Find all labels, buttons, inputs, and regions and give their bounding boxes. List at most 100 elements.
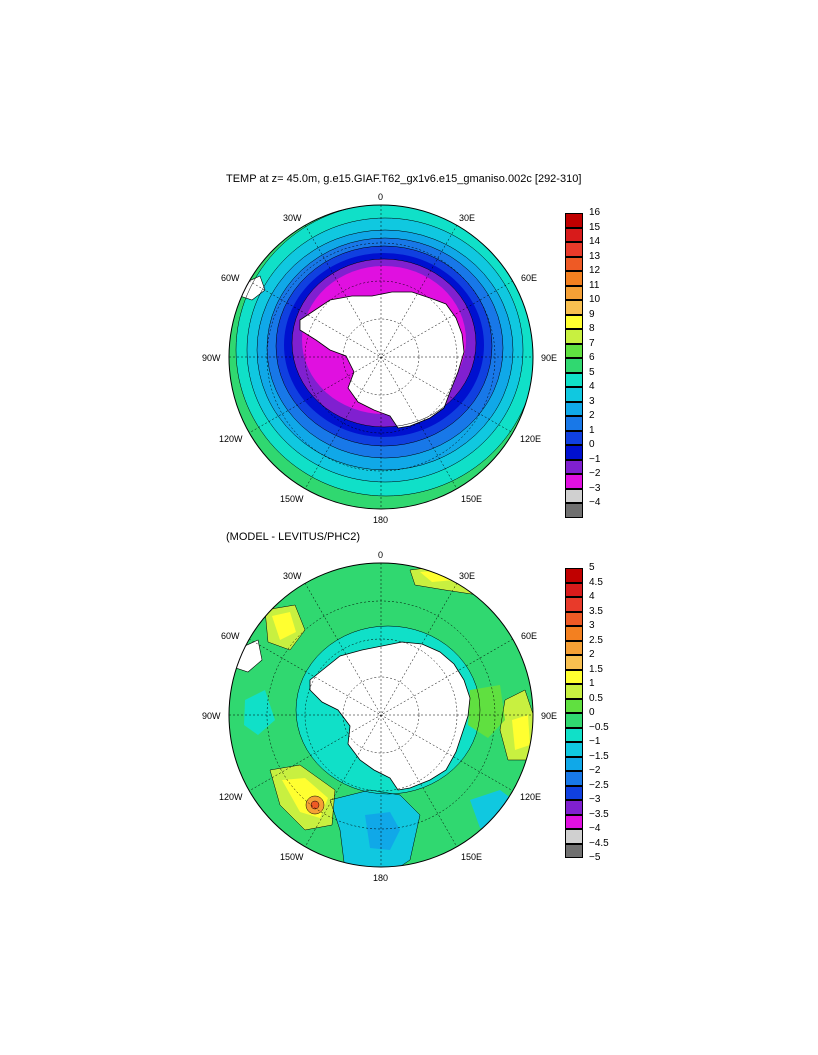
lon-label-180: 180 <box>373 515 389 525</box>
colorbar-tick-label: 4 <box>589 591 595 602</box>
colorbar-tick-label: 3 <box>589 620 595 631</box>
colorbar-tick-label: −3 <box>589 482 601 494</box>
colorbar-swatch <box>565 785 583 800</box>
colorbar-tick-label: −3.5 <box>589 808 609 820</box>
colorbar-swatch <box>565 242 583 257</box>
colorbar-tick-label: −4 <box>589 497 601 508</box>
graticule-bottom <box>229 563 533 867</box>
colorbar-tick-label: 13 <box>589 250 601 262</box>
colorbar-swatch <box>565 213 583 228</box>
colorbar-swatch <box>565 626 583 641</box>
lon-label-0-b: 0 <box>378 550 384 560</box>
colorbar-tick-label: −2.5 <box>589 779 609 791</box>
lon-label-30e: 30E <box>459 213 476 223</box>
colorbar-tick-label: 6 <box>589 352 595 363</box>
colorbar-tick-label: 10 <box>589 294 601 305</box>
colorbar-swatch <box>565 387 583 402</box>
colorbar-swatch <box>565 445 583 460</box>
lon-label-60e: 60E <box>521 273 538 283</box>
lon-label-90e-b: 90E <box>541 711 558 721</box>
map-border <box>228 204 534 510</box>
colorbar-swatch <box>565 582 583 597</box>
colorbar-tick-label: −1 <box>589 453 601 465</box>
lon-label-0: 0 <box>378 192 384 202</box>
colorbar-tick-label: −3 <box>589 794 601 805</box>
colorbar-swatch <box>565 314 583 329</box>
colorbar-tick-label: −1 <box>589 736 601 747</box>
colorbar-tick-label: 16 <box>589 207 601 218</box>
colorbar-tick-label: 7 <box>589 337 595 349</box>
lon-label-150w-b: 150W <box>280 852 304 862</box>
colorbar-tick-label: 0 <box>589 439 595 450</box>
graticule <box>229 205 533 509</box>
colorbar-tick-label: 0.5 <box>589 692 603 704</box>
colorbar-swatch <box>565 640 583 655</box>
colorbar-swatch <box>565 503 583 518</box>
colorbar-swatch <box>565 416 583 431</box>
lon-label-30w-b: 30W <box>283 571 302 581</box>
colorbar-swatch <box>565 256 583 271</box>
colorbar-swatch <box>565 568 583 583</box>
colorbar-swatch <box>565 829 583 844</box>
colorbar-tick-label: −4 <box>589 823 601 834</box>
colorbar-tick-label: 2.5 <box>589 634 603 646</box>
colorbar-tick-label: 1.5 <box>589 663 603 675</box>
colorbar-tick-label: 2 <box>589 649 595 660</box>
lon-label-60e-b: 60E <box>521 631 538 641</box>
positive-area-east-core <box>512 715 530 750</box>
colorbar-tick-label: 4.5 <box>589 576 603 588</box>
colorbar-tick-label: 2 <box>589 410 595 421</box>
positive-area-ese <box>468 685 505 738</box>
positive-area-nw-core <box>272 612 296 640</box>
map-border-bottom <box>228 562 534 868</box>
colorbar-tick-label: 4 <box>589 381 595 392</box>
negative-area-south-deep <box>365 812 400 850</box>
colorbar-tick-label: 5 <box>589 562 595 573</box>
contour-lines <box>235 205 533 497</box>
colorbar-tick-label: −1.5 <box>589 750 609 762</box>
colorbar-swatch <box>565 597 583 612</box>
colorbar-tick-label: 1 <box>589 678 595 689</box>
lon-label-150e-b: 150E <box>461 852 483 862</box>
colorbar-swatch <box>565 285 583 300</box>
lon-label-120w-b: 120W <box>219 792 243 802</box>
lon-label-90e: 90E <box>541 353 558 363</box>
colorbar-tick-label: 3 <box>589 395 595 407</box>
colorbar-tick-label: −2 <box>589 468 601 479</box>
colorbar-swatch <box>565 358 583 373</box>
lon-label-150e: 150E <box>461 494 483 504</box>
colorbar-swatch <box>565 343 583 358</box>
colorbar-tick-label: 5 <box>589 366 595 378</box>
colorbar-tick-label: −0.5 <box>589 721 609 733</box>
colorbar-swatch <box>565 430 583 445</box>
colorbar-swatch <box>565 401 583 416</box>
lon-label-120e: 120E <box>520 434 542 444</box>
lon-label-90w: 90W <box>202 353 221 363</box>
lon-label-120e-b: 120E <box>520 792 542 802</box>
colorbar-swatch <box>565 684 583 699</box>
colorbar-tick-label: 12 <box>589 265 601 276</box>
colorbar-swatch <box>565 611 583 626</box>
antarctica-land-bottom <box>309 641 471 791</box>
colorbar-tick-label: 8 <box>589 323 595 334</box>
lon-label-30e-b: 30E <box>459 571 476 581</box>
colorbar-tick-label: 9 <box>589 308 595 320</box>
positive-area-sw-max <box>311 801 319 809</box>
map-title-temperature: TEMP at z= 45.0m, g.e15.GIAF.T62_gx1v6.e… <box>226 173 582 185</box>
colorbar-tick-label: −5 <box>589 852 601 863</box>
lon-label-60w-b: 60W <box>221 631 240 641</box>
lon-label-60w: 60W <box>221 273 240 283</box>
colorbar-swatch <box>565 771 583 786</box>
colorbar-swatch <box>565 814 583 829</box>
map-title-difference: (MODEL - LEVITUS/PHC2) <box>226 531 361 543</box>
colorbar-tick-label: 14 <box>589 236 601 247</box>
colorbar-swatch <box>565 474 583 489</box>
colorbar-tick-label: −4.5 <box>589 837 609 849</box>
colorbar-swatch <box>565 669 583 684</box>
colorbar-swatch <box>565 271 583 286</box>
colorbar-swatch <box>565 843 583 858</box>
lon-label-180-b: 180 <box>373 873 389 883</box>
colorbar-swatch <box>565 488 583 503</box>
